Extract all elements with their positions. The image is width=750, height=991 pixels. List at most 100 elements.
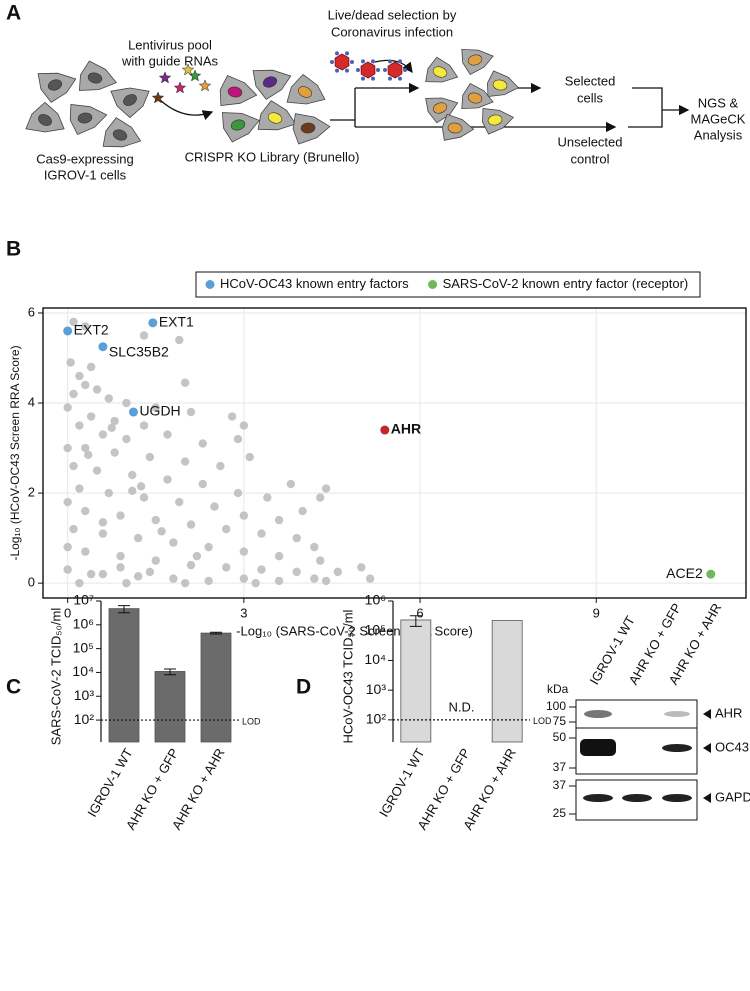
bar [400, 619, 432, 743]
virus-spike [345, 51, 349, 56]
scatter-point [186, 407, 196, 417]
scatter-point [316, 493, 325, 502]
band [622, 794, 652, 802]
scatter-point [706, 569, 716, 579]
nucleus [230, 119, 246, 131]
guide-rna [181, 63, 195, 76]
scatter-point [128, 486, 137, 496]
scatter-point [233, 434, 243, 444]
scatter-point [257, 529, 266, 538]
x-tick-label: IGROV-1 WT [376, 746, 427, 820]
scatter-point [298, 506, 307, 516]
schematic-label: Selected [565, 73, 616, 88]
bar [200, 632, 232, 743]
x-tick-label: 6 [416, 605, 423, 620]
scatter-point [286, 479, 296, 489]
scatter-point [251, 578, 260, 588]
nucleus [467, 54, 483, 66]
scatter-point [75, 421, 84, 430]
y-tick-label: 10⁷ [73, 592, 94, 608]
scatter-point [139, 331, 149, 340]
nucleus [77, 112, 93, 124]
scatter-point [98, 569, 108, 579]
scatter-point [169, 538, 178, 547]
band [662, 744, 692, 752]
virus-spike [345, 68, 349, 73]
scatter-point [274, 515, 284, 525]
scatter-point [365, 574, 375, 583]
nucleus [447, 122, 463, 134]
band [584, 710, 612, 718]
scatter-point [239, 511, 249, 520]
band [664, 711, 690, 717]
scatter-point [139, 421, 149, 430]
scatter-point [186, 560, 196, 570]
scatter-point [98, 430, 108, 439]
scatter-point [98, 342, 108, 352]
panel-label: A [6, 2, 21, 25]
scatter-point [63, 326, 73, 336]
scatter-point [210, 502, 219, 511]
scatter-point [69, 524, 78, 534]
schematic-label: control [570, 151, 609, 166]
scatter-point [81, 547, 90, 556]
scatter-point [239, 574, 249, 583]
x-tick-label: 9 [593, 605, 600, 620]
scatter-point [98, 529, 108, 538]
scatter-point [245, 452, 254, 462]
legend-label: SARS-CoV-2 known entry factor (receptor) [443, 276, 689, 291]
marker-label: 25 [553, 806, 567, 820]
virus-spike [398, 59, 402, 64]
y-tick-label: 10² [74, 711, 95, 727]
reference-label: LOD [242, 716, 261, 726]
point-label: UGDH [139, 403, 180, 419]
virus-spike [335, 68, 339, 73]
nucleus [467, 92, 483, 104]
scatter-point [175, 335, 184, 345]
y-tick-label: 0 [28, 575, 35, 590]
virus-spike [371, 76, 375, 81]
guide-rna [173, 81, 187, 94]
kda-label: kDa [547, 682, 569, 696]
scatter-point [180, 578, 190, 588]
scatter-point [122, 434, 131, 444]
scatter-point [86, 362, 96, 372]
point-label: SLC35B2 [109, 343, 169, 359]
x-tick-label: 0 [64, 605, 71, 620]
y-tick-label: 10⁶ [365, 592, 386, 608]
point-label: EXT1 [159, 314, 194, 330]
x-tick-label: IGROV-1 WT [84, 746, 135, 820]
virus-spike [350, 60, 354, 64]
y-tick-label: 10⁵ [73, 639, 94, 655]
scatter-point [157, 527, 166, 536]
schematic-label: IGROV-1 cells [44, 167, 127, 182]
y-tick-label: 10³ [74, 687, 95, 703]
marker-label: 100 [546, 699, 566, 713]
scatter-point [122, 398, 131, 408]
marker-label: 50 [553, 730, 567, 744]
virus-spike [376, 68, 380, 72]
scatter-point [116, 551, 125, 561]
virus-spike [361, 59, 365, 64]
nucleus [487, 114, 503, 126]
scatter-point [186, 520, 196, 529]
virus [387, 61, 403, 79]
virus-spike [398, 76, 402, 81]
virus-spike [356, 68, 360, 72]
virus-spike [330, 60, 334, 64]
scatter-point [81, 506, 90, 516]
scatter-point [128, 470, 137, 480]
scatter-point [133, 533, 143, 543]
scatter-point [204, 542, 213, 552]
virus-spike [371, 59, 375, 64]
scatter-point [75, 578, 84, 588]
virus-spike [388, 76, 392, 81]
error-bar [118, 605, 130, 614]
scatter-point [222, 563, 231, 572]
scatter-point [321, 576, 331, 586]
band-arrow [703, 743, 711, 753]
scatter-point [145, 452, 155, 462]
band-label: AHR [715, 705, 742, 720]
band [583, 794, 613, 802]
